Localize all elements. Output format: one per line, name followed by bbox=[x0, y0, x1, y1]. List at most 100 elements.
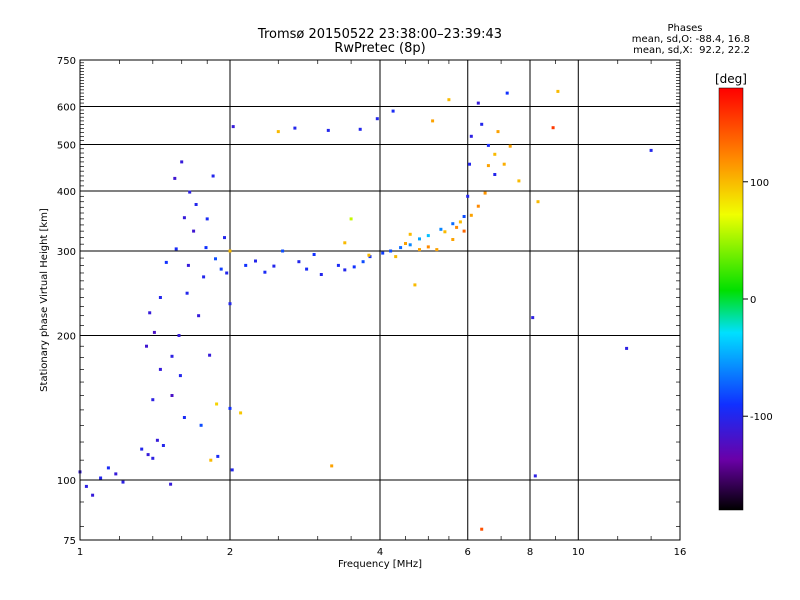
x-axis-label: Frequency [MHz] bbox=[338, 559, 422, 570]
scatter-point bbox=[155, 438, 159, 442]
scatter-point bbox=[462, 215, 466, 218]
scatter-point bbox=[394, 255, 398, 259]
scatter-point bbox=[336, 263, 340, 267]
scatter-point bbox=[178, 374, 182, 378]
scatter-point bbox=[276, 130, 280, 134]
colorbar-tick-label: 100 bbox=[750, 178, 769, 189]
scatter-point bbox=[106, 466, 110, 470]
scatter-point bbox=[151, 456, 155, 460]
x-tick-label: 6 bbox=[465, 547, 471, 558]
scatter-point bbox=[114, 472, 118, 476]
scatter-point bbox=[468, 162, 471, 166]
y-tick-label: 600 bbox=[57, 103, 76, 114]
scatter-point bbox=[205, 217, 209, 221]
scatter-point bbox=[223, 236, 226, 240]
scatter-point bbox=[486, 143, 490, 147]
scatter-point bbox=[391, 109, 395, 113]
scatter-point bbox=[358, 127, 362, 131]
colorbar bbox=[718, 87, 744, 511]
scatter-point bbox=[381, 251, 385, 255]
scatter-point bbox=[413, 283, 417, 287]
scatter-point bbox=[399, 246, 403, 250]
scatter-point bbox=[177, 334, 181, 337]
y-tick-label: 500 bbox=[57, 141, 76, 152]
scatter-point bbox=[121, 480, 125, 484]
scatter-points bbox=[78, 89, 653, 531]
scatter-point bbox=[426, 234, 430, 238]
scatter-point bbox=[435, 248, 439, 252]
scatter-point bbox=[152, 330, 156, 334]
scatter-point bbox=[536, 200, 540, 204]
scatter-point bbox=[305, 267, 309, 271]
scatter-point bbox=[418, 248, 421, 252]
scatter-point bbox=[480, 527, 484, 531]
scatter-point bbox=[182, 216, 186, 220]
grid-lines bbox=[80, 60, 680, 540]
scatter-point bbox=[408, 243, 412, 247]
scatter-point bbox=[99, 476, 103, 480]
scatter-point bbox=[170, 354, 174, 358]
scatter-point bbox=[343, 241, 347, 245]
scatter-point bbox=[439, 227, 443, 231]
scatter-point bbox=[180, 160, 184, 164]
scatter-point bbox=[466, 194, 470, 198]
scatter-point bbox=[204, 246, 208, 250]
scatter-point bbox=[349, 217, 353, 221]
scatter-point bbox=[281, 249, 285, 253]
scatter-point bbox=[202, 275, 206, 279]
x-tick-label: 10 bbox=[572, 547, 585, 558]
scatter-point bbox=[312, 253, 316, 256]
scatter-point bbox=[254, 259, 257, 263]
colorbar-ticks: 100 0 -100 bbox=[743, 178, 773, 423]
scatter-point bbox=[451, 238, 455, 241]
colorbar-tick-label: -100 bbox=[750, 412, 773, 423]
scatter-point bbox=[319, 273, 323, 276]
scatter-point bbox=[161, 444, 165, 447]
scatter-point bbox=[84, 484, 88, 488]
scatter-point bbox=[462, 229, 466, 233]
scatter-point bbox=[169, 482, 173, 486]
scatter-point bbox=[199, 423, 203, 427]
scatter-point bbox=[418, 237, 421, 241]
scatter-point bbox=[146, 453, 150, 457]
scatter-point bbox=[148, 311, 152, 315]
scatter-point bbox=[216, 454, 220, 458]
scatter-point bbox=[343, 268, 347, 272]
scatter-point bbox=[447, 98, 451, 102]
x-tick-label: 8 bbox=[527, 547, 533, 558]
scatter-point bbox=[649, 148, 653, 152]
scatter-point bbox=[483, 191, 487, 195]
scatter-point bbox=[272, 264, 276, 268]
scatter-point bbox=[451, 222, 455, 226]
colorbar-tick-label: 0 bbox=[750, 295, 756, 306]
scatter-point bbox=[194, 203, 198, 206]
scatter-point bbox=[228, 249, 232, 253]
x-tick-label: 1 bbox=[77, 547, 83, 558]
scatter-point bbox=[508, 144, 512, 148]
scatter-point bbox=[188, 190, 192, 194]
y-axis-label: Stationary phase Virtual Height [km] bbox=[39, 208, 50, 392]
scatter-point bbox=[361, 260, 365, 264]
phase-heading: Phases bbox=[667, 23, 703, 34]
scatter-point bbox=[625, 346, 629, 350]
scatter-point bbox=[186, 263, 190, 267]
scatter-point bbox=[533, 474, 537, 478]
y-tick-label: 400 bbox=[57, 187, 76, 198]
scatter-point bbox=[367, 253, 371, 257]
scatter-point bbox=[531, 316, 535, 320]
plot-frame bbox=[79, 59, 681, 541]
scatter-point bbox=[214, 257, 217, 261]
scatter-point bbox=[145, 344, 148, 348]
scatter-point bbox=[476, 204, 480, 208]
scatter-point bbox=[517, 179, 521, 183]
scatter-point bbox=[263, 270, 267, 274]
scatter-point bbox=[219, 267, 223, 271]
scatter-point bbox=[431, 119, 435, 123]
scatter-point bbox=[486, 164, 490, 168]
scatter-point bbox=[239, 411, 243, 415]
scatter-point bbox=[458, 220, 462, 224]
x-tick-label: 16 bbox=[674, 547, 687, 558]
y-tick-label: 100 bbox=[57, 476, 76, 487]
scatter-point bbox=[170, 394, 174, 397]
scatter-point bbox=[228, 406, 232, 410]
